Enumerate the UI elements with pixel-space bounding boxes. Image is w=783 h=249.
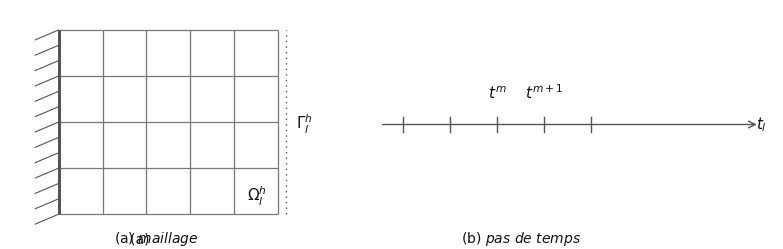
Text: $t_l$: $t_l$ [756, 115, 767, 134]
Text: (a): (a) [130, 232, 157, 246]
Text: $\Omega_l^h$: $\Omega_l^h$ [247, 185, 267, 208]
Text: $t^{m+1}$: $t^{m+1}$ [525, 83, 563, 102]
Text: (b) $\mathit{pas\ de\ temps}$: (b) $\mathit{pas\ de\ temps}$ [460, 230, 581, 248]
Text: $t^m$: $t^m$ [488, 85, 507, 102]
Text: $\Gamma_l^h$: $\Gamma_l^h$ [296, 113, 312, 136]
Text: (a) $\mathit{maillage}$: (a) $\mathit{maillage}$ [114, 230, 199, 248]
